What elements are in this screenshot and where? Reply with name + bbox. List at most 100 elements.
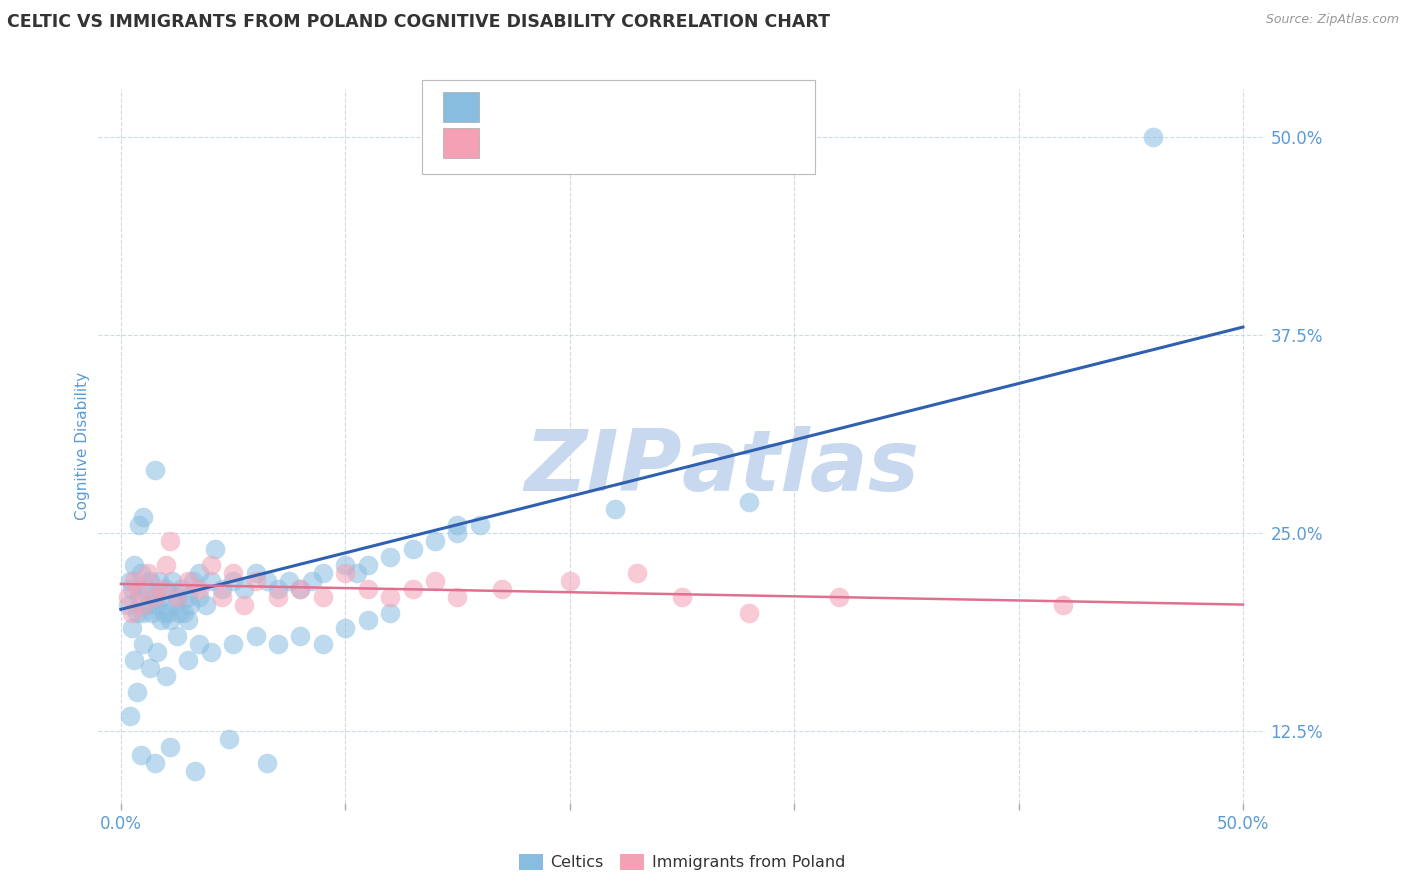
Text: CELTIC VS IMMIGRANTS FROM POLAND COGNITIVE DISABILITY CORRELATION CHART: CELTIC VS IMMIGRANTS FROM POLAND COGNITI…	[7, 13, 830, 31]
Point	[603, 502, 626, 516]
Point	[128, 590, 150, 604]
Point	[335, 566, 357, 580]
Point	[290, 582, 312, 596]
Point	[188, 637, 211, 651]
Point	[150, 582, 173, 596]
Point	[312, 566, 335, 580]
Point	[188, 582, 211, 596]
Point	[491, 582, 513, 596]
Point	[146, 598, 169, 612]
Point	[267, 590, 290, 604]
Point	[245, 629, 267, 643]
Point	[335, 558, 357, 572]
Point	[312, 637, 335, 651]
Point	[278, 574, 301, 588]
Text: N =: N =	[624, 136, 654, 150]
Point	[200, 574, 222, 588]
Text: 34: 34	[671, 136, 692, 150]
Point	[256, 574, 278, 588]
Point	[150, 590, 173, 604]
Point	[181, 574, 204, 588]
Point	[159, 534, 181, 549]
Point	[159, 614, 181, 628]
Point	[357, 582, 380, 596]
Point	[188, 566, 211, 580]
Point	[357, 614, 380, 628]
Point	[446, 526, 468, 541]
Point	[143, 463, 166, 477]
Point	[446, 590, 468, 604]
Point	[267, 637, 290, 651]
Point	[204, 542, 226, 557]
Point	[121, 606, 143, 620]
Point	[211, 582, 233, 596]
Point	[401, 542, 423, 557]
Point	[167, 606, 190, 620]
Point	[143, 756, 166, 771]
Point	[117, 598, 139, 612]
Point	[124, 574, 146, 588]
Point	[132, 510, 155, 524]
Point	[177, 653, 200, 667]
Point	[128, 582, 150, 596]
Point	[132, 637, 155, 651]
Point	[346, 566, 368, 580]
Point	[139, 661, 162, 675]
Point	[177, 590, 200, 604]
Point	[245, 574, 267, 588]
Point	[222, 574, 245, 588]
Point	[125, 685, 148, 699]
Point	[195, 598, 218, 612]
Point	[301, 574, 323, 588]
Point	[155, 669, 177, 683]
Point	[335, 621, 357, 635]
Point	[200, 558, 222, 572]
Point	[118, 574, 141, 588]
Point	[558, 574, 581, 588]
Point	[290, 582, 312, 596]
Point	[267, 582, 290, 596]
Point	[468, 518, 491, 533]
Point	[132, 598, 155, 612]
Point	[1052, 598, 1074, 612]
Text: 87: 87	[671, 100, 692, 114]
Point	[312, 590, 335, 604]
Point	[401, 582, 423, 596]
Point	[148, 574, 170, 588]
Point	[135, 582, 157, 596]
Legend: Celtics, Immigrants from Poland: Celtics, Immigrants from Poland	[512, 847, 852, 877]
Point	[179, 598, 201, 612]
Point	[128, 518, 150, 533]
Point	[245, 566, 267, 580]
Point	[141, 606, 163, 620]
Point	[378, 590, 402, 604]
Text: R =: R =	[488, 136, 516, 150]
Point	[150, 614, 173, 628]
Point	[177, 614, 200, 628]
Point	[357, 558, 380, 572]
Point	[738, 606, 761, 620]
Point	[170, 582, 193, 596]
Point	[121, 582, 143, 596]
Point	[146, 645, 169, 659]
Point	[290, 629, 312, 643]
Point	[166, 590, 188, 604]
Point	[423, 534, 446, 549]
Point	[129, 748, 152, 763]
Point	[166, 590, 188, 604]
Point	[828, 590, 851, 604]
Y-axis label: Cognitive Disability: Cognitive Disability	[75, 372, 90, 520]
Point	[256, 756, 278, 771]
Point	[166, 629, 188, 643]
Point	[188, 590, 211, 604]
Point	[162, 574, 184, 588]
Text: N =: N =	[624, 100, 654, 114]
Point	[155, 558, 177, 572]
Point	[124, 558, 146, 572]
Point	[211, 590, 233, 604]
Point	[121, 621, 143, 635]
Text: Source: ZipAtlas.com: Source: ZipAtlas.com	[1265, 13, 1399, 27]
Point	[136, 566, 159, 580]
Text: atlas: atlas	[682, 425, 920, 509]
Point	[177, 574, 200, 588]
